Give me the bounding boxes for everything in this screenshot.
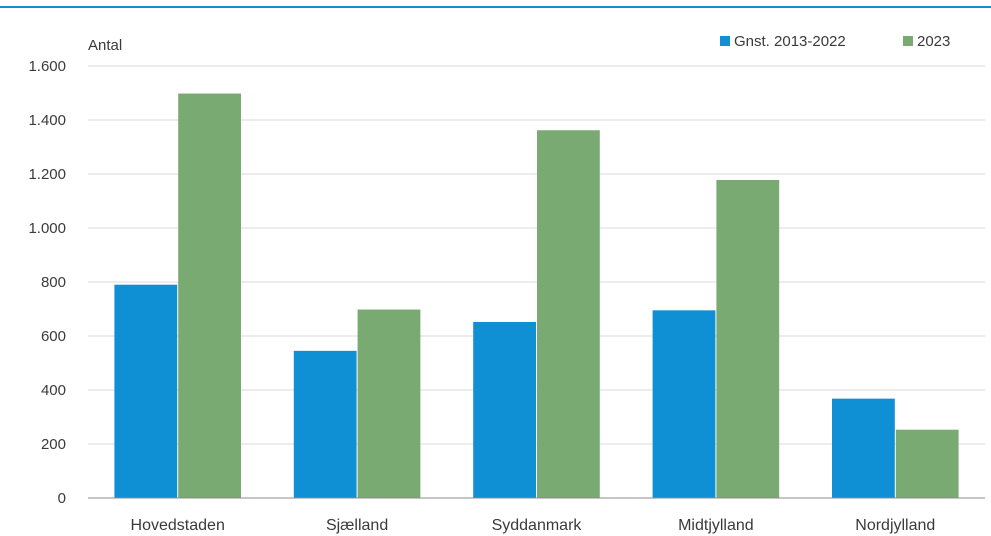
y-tick-label: 1.600 bbox=[28, 58, 66, 75]
legend-label: Gnst. 2013-2022 bbox=[734, 33, 846, 50]
y-tick-label: 600 bbox=[41, 328, 66, 345]
category-label: Hovedstaden bbox=[131, 517, 225, 534]
category-label: Sjælland bbox=[326, 517, 388, 534]
bar-syddanmark-series-0 bbox=[473, 321, 536, 498]
category-label: Nordjylland bbox=[855, 517, 935, 534]
bar-nordjylland-series-1 bbox=[895, 429, 959, 498]
bar-midtjylland-series-1 bbox=[716, 179, 780, 498]
bars bbox=[114, 93, 959, 498]
category-label: Midtjylland bbox=[678, 517, 754, 534]
bar-syddanmark-series-1 bbox=[537, 130, 600, 498]
legend-label: 2023 bbox=[917, 33, 950, 50]
bar-sjælland-series-0 bbox=[293, 350, 357, 498]
y-tick-labels: 0 200 400 600 800 1.000 1.200 1.400 1.600 bbox=[28, 58, 66, 507]
y-tick-label: 1.000 bbox=[28, 220, 66, 237]
y-tick-label: 1.200 bbox=[28, 166, 66, 183]
y-axis-label: Antal bbox=[88, 37, 122, 54]
category-label: Syddanmark bbox=[492, 517, 583, 534]
y-tick-label: 1.400 bbox=[28, 112, 66, 129]
y-tick-label: 400 bbox=[41, 382, 66, 399]
y-tick-label: 200 bbox=[41, 436, 66, 453]
bar-midtjylland-series-0 bbox=[652, 310, 716, 498]
bar-nordjylland-series-0 bbox=[832, 398, 895, 498]
legend: Gnst. 2013-2022 2023 bbox=[720, 33, 950, 50]
legend-swatch bbox=[903, 36, 913, 46]
bar-hovedstaden-series-1 bbox=[178, 93, 241, 498]
bar-sjælland-series-1 bbox=[357, 309, 421, 498]
y-tick-label: 0 bbox=[58, 490, 66, 507]
y-tick-label: 800 bbox=[41, 274, 66, 291]
bar-hovedstaden-series-0 bbox=[114, 284, 178, 498]
legend-swatch bbox=[720, 36, 730, 46]
category-labels: Hovedstaden Sjælland Syddanmark Midtjylland… bbox=[131, 517, 936, 534]
